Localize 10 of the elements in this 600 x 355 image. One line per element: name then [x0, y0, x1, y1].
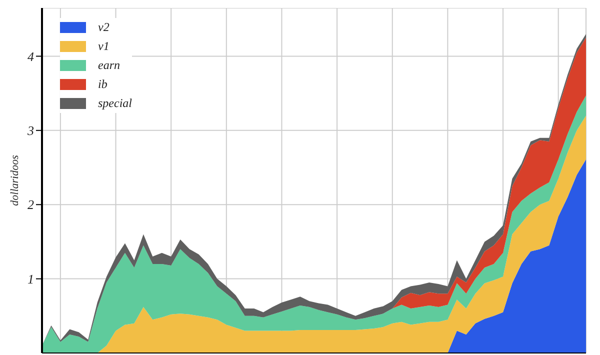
legend-label: v2 [98, 19, 110, 36]
y-tick-label: 2 [28, 197, 34, 212]
legend-label: earn [98, 57, 120, 74]
legend-label: v1 [98, 38, 110, 55]
y-tick-label: 1 [28, 271, 34, 286]
y-tick-label: 3 [26, 123, 34, 138]
y-tick-label: 4 [28, 48, 34, 64]
legend-label: ib [98, 76, 108, 93]
legend-label: special [98, 95, 132, 112]
y-axis-title: dollaridoos [8, 155, 21, 206]
